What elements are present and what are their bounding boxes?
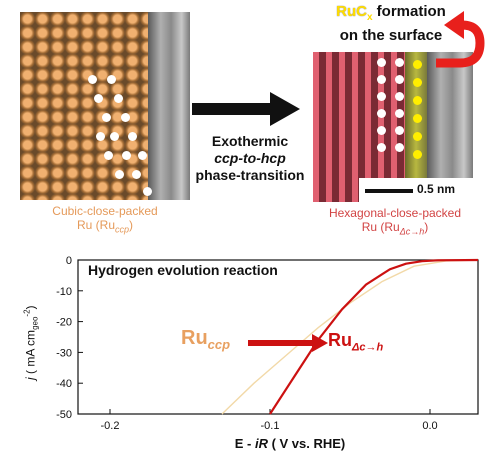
x-ticks: -0.2 -0.1 0.0: [101, 409, 438, 432]
x-tick-label: -0.2: [101, 420, 120, 432]
x-tick-label: -0.1: [261, 420, 280, 432]
atom-dot: [395, 109, 404, 118]
scale-bar-line: [365, 189, 413, 193]
hcp-caption: Hexagonal-close-packed Ru (RuΔc→h): [300, 206, 490, 236]
ruc-dot: [413, 114, 422, 123]
label-ru-hcp: RuΔc→h: [328, 330, 384, 354]
plot-border: [77, 259, 479, 415]
atom-dot: [110, 132, 119, 141]
ccp-tem-image: [20, 12, 190, 200]
her-polarization-plot: 0 -10 -20 -30 -40 -50 -0.2 -0.1 0.0: [56, 255, 479, 432]
atom-dot: [395, 126, 404, 135]
atom-dot: [94, 94, 103, 103]
y-tick-label: -30: [56, 347, 72, 359]
atom-dot: [96, 132, 105, 141]
atom-dot: [395, 143, 404, 152]
ruc-dot: [413, 78, 422, 87]
ccp-caption: Cubic-close-packed Ru (Ruccp): [10, 204, 200, 234]
plot-frame: [77, 259, 479, 415]
atom-dot: [88, 75, 97, 84]
atom-dot: [395, 75, 404, 84]
atom-dot: [395, 92, 404, 101]
ccp-edge-region: [148, 12, 190, 200]
ruc-formation-label: RuCx formation on the surface: [336, 3, 446, 44]
ccp-caption-line2: Ru (Ruccp): [76, 218, 134, 235]
hcp-lattice: [313, 52, 405, 202]
atom-dot: [138, 151, 147, 160]
transition-text: Exothermic ccp-to-hcp phase-transition: [195, 133, 305, 183]
atom-dot: [377, 126, 386, 135]
surface-curved-arrow: [436, 11, 485, 68]
plot-series: [221, 258, 479, 415]
atom-dot: [377, 143, 386, 152]
x-axis-label: E - iR ( V vs. RHE): [234, 436, 346, 451]
ruc-dot: [413, 150, 422, 159]
y-ticks: 0 -10 -20 -30 -40 -50: [56, 255, 83, 421]
atom-dot: [377, 75, 386, 84]
atom-dot: [114, 94, 123, 103]
ruc-dot: [413, 60, 422, 69]
atom-dot: [122, 151, 131, 160]
y-tick-label: -50: [56, 409, 72, 421]
ccp-lattice: [20, 12, 148, 200]
ruc-surface-layer: [405, 52, 427, 202]
x-tick-label: 0.0: [422, 420, 437, 432]
hcp-edge-region: [427, 52, 473, 202]
y-axis-label: j ( mA cmgeo-2): [22, 305, 40, 380]
atom-dot: [377, 92, 386, 101]
label-arrow: [248, 334, 328, 352]
series-line-0: [221, 259, 479, 415]
atom-dot: [121, 113, 130, 122]
atom-dot: [395, 58, 404, 67]
ruc-dot: [413, 96, 422, 105]
atom-dot: [377, 58, 386, 67]
atom-dot: [128, 132, 137, 141]
atom-dot: [377, 109, 386, 118]
label-ru-ccp: Ruccp: [181, 327, 231, 352]
hcp-caption-line1: Hexagonal-close-packed: [328, 206, 462, 220]
y-tick-label: 0: [66, 255, 72, 267]
ccp-caption-line1: Cubic-close-packed: [52, 204, 158, 218]
y-tick-label: -10: [56, 286, 72, 298]
hcp-caption-line2: Ru (RuΔc→h): [361, 220, 429, 237]
atom-dot: [132, 170, 141, 179]
y-tick-label: -20: [56, 317, 72, 329]
y-tick-label: -40: [56, 378, 72, 390]
hcp-tem-image: 0.5 nm: [313, 52, 473, 202]
atom-dot: [104, 151, 113, 160]
series-line-1: [269, 258, 479, 415]
ruc-dot: [413, 132, 422, 141]
atom-dot: [143, 187, 152, 196]
transition-arrow: [192, 92, 300, 126]
plot-inset-title: Hydrogen evolution reaction: [88, 262, 278, 278]
scale-bar-label: 0.5 nm: [417, 182, 456, 196]
atom-dot: [107, 75, 116, 84]
atom-dot: [102, 113, 111, 122]
atom-dot: [115, 170, 124, 179]
